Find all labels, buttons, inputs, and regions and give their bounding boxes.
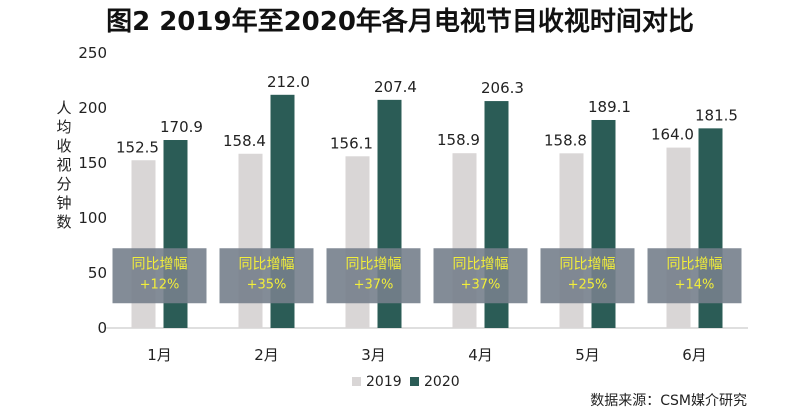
y-tick-label: 150 <box>78 154 107 172</box>
growth-boxes: 同比增幅 +12% 同比增幅 +35% 同比增幅 +37% 同比增幅 +37% 同比增幅 +25%… <box>112 248 742 304</box>
y-tick-label: 250 <box>78 44 107 62</box>
legend-swatch-2020 <box>410 377 419 386</box>
value-label-2020: 181.5 <box>695 106 738 124</box>
value-label-2019: 156.1 <box>330 134 373 152</box>
growth-value: +25% <box>568 277 608 292</box>
value-label-2020: 207.4 <box>374 78 417 96</box>
x-tick-label: 3月 <box>361 346 386 364</box>
y-axis-label-char: 收 <box>56 137 71 155</box>
growth-box <box>433 248 528 304</box>
y-tick-label: 200 <box>78 99 107 117</box>
y-axis-label-char: 钟 <box>56 194 71 212</box>
growth-box-title: 同比增幅 <box>453 256 509 272</box>
value-label-2020: 170.9 <box>160 118 203 136</box>
value-label-2019: 158.8 <box>544 131 587 149</box>
value-label-2019: 158.9 <box>437 131 480 149</box>
growth-value: +12% <box>140 277 180 292</box>
growth-box <box>647 248 742 304</box>
legend: 2019 2020 <box>352 374 460 390</box>
growth-box-title: 同比增幅 <box>346 256 402 272</box>
growth-value: +35% <box>247 277 287 292</box>
legend-label-2020: 2020 <box>424 374 460 390</box>
x-tick-label: 5月 <box>575 346 600 364</box>
growth-box-title: 同比增幅 <box>132 256 188 272</box>
y-axis-label-char: 均 <box>56 118 71 136</box>
y-axis-label-char: 视 <box>56 156 71 174</box>
growth-box-title: 同比增幅 <box>560 256 616 272</box>
growth-box <box>540 248 635 304</box>
x-tick-label: 4月 <box>468 346 493 364</box>
x-tick-label: 6月 <box>682 346 707 364</box>
value-label-2020: 206.3 <box>481 79 524 97</box>
value-label-2020: 212.0 <box>267 73 310 91</box>
chart-title: 图2 2019年至2020年各月电视节目收视时间对比 <box>106 6 694 37</box>
growth-value: +14% <box>675 277 715 292</box>
growth-box <box>219 248 314 304</box>
y-tick-label: 0 <box>97 319 107 337</box>
growth-value: +37% <box>461 277 501 292</box>
x-tick-label: 2月 <box>254 346 279 364</box>
legend-label-2019: 2019 <box>366 374 402 390</box>
legend-swatch-2019 <box>352 377 361 386</box>
value-label-2019: 164.0 <box>651 126 694 144</box>
x-tick-label: 1月 <box>147 346 172 364</box>
y-tick-label: 100 <box>78 209 107 227</box>
y-axis-label-char: 人 <box>56 99 71 117</box>
growth-box-title: 同比增幅 <box>667 256 723 272</box>
source-note: 数据来源：CSM媒介研究 <box>590 393 747 409</box>
growth-box-title: 同比增幅 <box>239 256 295 272</box>
value-label-2019: 158.4 <box>223 132 266 150</box>
value-label-2020: 189.1 <box>588 98 631 116</box>
y-tick-label: 50 <box>88 264 107 282</box>
y-axis-label-char: 分 <box>56 175 71 193</box>
y-axis-label-char: 数 <box>56 213 71 231</box>
value-label-2019: 152.5 <box>116 138 159 156</box>
growth-box <box>112 248 207 304</box>
growth-value: +37% <box>354 277 394 292</box>
growth-box <box>326 248 421 304</box>
y-axis-ticks: 0 50 100 150 200 250 <box>78 44 107 337</box>
x-axis-ticks: 1月 2月 3月 4月 5月 6月 <box>147 346 707 364</box>
